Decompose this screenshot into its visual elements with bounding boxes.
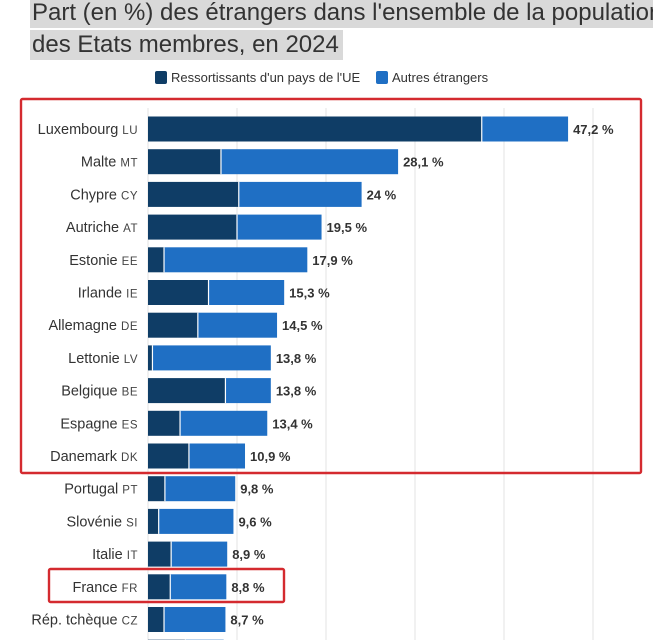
category-label-es: Espagne ES	[60, 416, 138, 432]
category-label-dk: Danemark DK	[50, 449, 138, 465]
bar-eu-dk[interactable]	[148, 443, 189, 469]
value-label-lv: 13,8 %	[276, 351, 317, 366]
value-label-fr: 8,8 %	[231, 580, 265, 595]
category-label-mt: Malte MT	[81, 155, 138, 171]
bar-other-de[interactable]	[197, 312, 278, 338]
category-label-it: Italie IT	[92, 547, 138, 563]
bar-eu-lu[interactable]	[148, 116, 482, 142]
value-label-mt: 28,1 %	[403, 155, 444, 170]
bar-other-mt[interactable]	[220, 149, 399, 175]
category-label-fr: France FR	[72, 580, 138, 596]
category-label-pt: Portugal PT	[64, 482, 138, 498]
legend-swatch-eu	[155, 71, 167, 84]
bar-eu-ee[interactable]	[148, 247, 165, 273]
bar-eu-si[interactable]	[148, 508, 159, 534]
bar-other-cy[interactable]	[238, 181, 362, 207]
value-label-be: 13,8 %	[276, 384, 317, 399]
bar-other-ee[interactable]	[164, 247, 308, 273]
bar-eu-be[interactable]	[148, 378, 226, 404]
bar-other-lv[interactable]	[152, 345, 271, 371]
value-label-dk: 10,9 %	[250, 449, 291, 464]
chart-title-line-2: des Etats membres, en 2024	[30, 30, 343, 60]
value-label-cy: 24 %	[367, 187, 397, 202]
bar-other-es[interactable]	[180, 410, 268, 436]
value-label-lu: 47,2 %	[573, 122, 614, 137]
category-label-be: Belgique BE	[61, 384, 138, 400]
category-label-lu: Luxembourg LU	[38, 122, 138, 138]
bar-eu-ie[interactable]	[148, 280, 209, 305]
category-label-ie: Irlande IE	[78, 286, 138, 302]
bar-other-lu[interactable]	[481, 116, 569, 142]
value-label-si: 9,6 %	[238, 514, 272, 529]
bar-other-dk[interactable]	[188, 443, 246, 469]
category-label-ee: Estonie EE	[69, 253, 138, 269]
bar-eu-cz[interactable]	[148, 607, 165, 632]
bar-eu-cy[interactable]	[148, 181, 239, 207]
value-label-ie: 15,3 %	[289, 286, 330, 301]
category-label-cz: Rép. tchèque CZ	[31, 613, 138, 629]
value-label-es: 13,4 %	[272, 416, 313, 431]
bar-eu-de[interactable]	[148, 312, 198, 338]
value-label-cz: 8,7 %	[230, 613, 264, 628]
legend-item-eu[interactable]: Ressortissants d'un pays de l'UE	[155, 70, 360, 85]
legend-label-other: Autres étrangers	[392, 70, 489, 85]
value-label-de: 14,5 %	[282, 318, 323, 333]
bar-eu-at[interactable]	[148, 214, 237, 240]
gridlines	[147, 108, 594, 640]
bar-eu-lv[interactable]	[148, 345, 153, 371]
bar-eu-fr[interactable]	[148, 574, 171, 600]
category-label-si: Slovénie SI	[66, 514, 138, 530]
chart-title-line-1: Part (en %) des étrangers dans l'ensembl…	[30, 0, 653, 28]
category-label-at: Autriche AT	[66, 220, 138, 236]
bar-other-it[interactable]	[171, 541, 228, 567]
bar-eu-es[interactable]	[148, 410, 181, 436]
legend-label-eu: Ressortissants d'un pays de l'UE	[171, 70, 361, 85]
highlights	[19, 97, 643, 604]
value-label-ee: 17,9 %	[312, 253, 353, 268]
value-label-at: 19,5 %	[327, 220, 368, 235]
value-label-pt: 9,8 %	[240, 482, 274, 497]
bars	[148, 116, 569, 640]
value-label-it: 8,9 %	[232, 547, 266, 562]
labels: Luxembourg LU 47,2 % Malte MT 28,1 % Chypre …	[31, 122, 614, 629]
bar-other-pt[interactable]	[164, 476, 236, 502]
bar-other-at[interactable]	[237, 214, 322, 240]
legend-item-other[interactable]: Autres étrangers	[376, 70, 488, 85]
category-label-cy: Chypre CY	[70, 187, 138, 203]
bar-eu-pt[interactable]	[148, 476, 165, 502]
category-label-de: Allemagne DE	[48, 318, 138, 334]
category-label-lv: Lettonie LV	[68, 351, 138, 367]
bar-eu-mt[interactable]	[148, 149, 221, 175]
bar-other-ie[interactable]	[208, 280, 285, 305]
bar-other-cz[interactable]	[164, 607, 226, 632]
bar-other-be[interactable]	[225, 378, 271, 404]
bar-other-fr[interactable]	[170, 574, 227, 600]
highlight-box-top	[19, 97, 643, 475]
highlight-box-france	[47, 567, 286, 604]
bar-other-si[interactable]	[158, 508, 234, 534]
bar-eu-it[interactable]	[148, 541, 172, 567]
legend-swatch-other	[376, 71, 388, 84]
